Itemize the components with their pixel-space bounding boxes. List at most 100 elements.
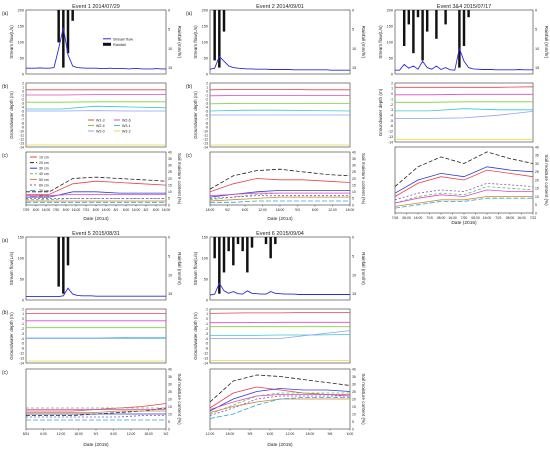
soil-tick-label: 0 [168,203,170,207]
x-tick-label: 18:00 [346,208,355,212]
gw-tick-label: 1 [22,312,24,316]
rain-bar [444,10,447,25]
x-tick-label: 6:00 [312,208,319,212]
x-tick-label: 8/31 [23,432,30,436]
soil-legend-label: 60 cm [39,183,49,187]
gw-line-W2-0 [395,111,534,119]
rain-bar [274,237,277,245]
stream-flow-line [209,282,350,296]
soil-tick-label: 40 [352,150,356,154]
rain-tick-label: 5 [352,254,354,258]
gw-line-W3-1 [209,109,351,112]
gw-line-W2-6 [395,93,533,96]
rain-axis-label: Rainfall (mm/hr) [177,26,182,59]
x-tick-label: 18:00 [226,432,235,436]
panel-frame [25,82,167,148]
rain-tick-label: 15 [352,66,356,70]
soil-legend-label: 30 cm [39,167,49,171]
gw-tick-label: 1 [391,87,393,91]
gw-tick-label: -14 [19,361,24,365]
soil-tick-label: 5 [168,197,170,201]
soil-tick-label: 25 [168,170,172,174]
gw-tick-label: -2 [21,97,24,101]
soil-axis-label: Soil moisture content (%) [361,373,366,425]
x-tick-label: 7/18 [392,216,399,220]
panel-label: (a) [2,238,8,244]
gw-tick-label: 0 [206,317,208,321]
soil-tick-label: 20 [168,177,172,181]
rain-tick-label: 0 [535,9,537,13]
gw-tick-label: -5 [205,109,208,113]
x-tick-label: 16:00 [517,216,526,220]
stream-axis-label: Stream flow(L/s) [9,251,14,285]
gw-tick-label: 2 [206,81,208,85]
soil-tick-label: 0 [352,427,354,431]
stream-axis-label: Stream flow(L/s) [193,25,198,59]
soil-axis-label: Soil moisture content (%) [177,153,182,205]
gw-tick-label: -12 [203,351,208,355]
soil-tick-label: 30 [535,162,539,166]
gw-tick-label: -13 [203,141,208,145]
x-tick-label: 6:00 [347,432,354,436]
x-tick-label: 8:00 [123,208,130,212]
gw-tick-label: 2 [22,307,24,311]
soil-tick-label: 30 [168,164,172,168]
x-axis-label: Date (2014) [267,216,293,222]
gw-tick-label: -2 [390,103,393,107]
rain-bar [435,10,438,39]
stream-flow-line [26,287,166,298]
gw-tick-label: -3 [21,332,24,336]
rain-bar [227,237,230,252]
soil-tick-label: 15 [168,405,172,409]
rain-bar [236,237,240,245]
stream-tick-label: 50 [20,278,24,282]
x-axis-label: Date (2015) [83,442,109,448]
soil-tick-label: 35 [168,157,172,161]
soil-line-80cm [394,189,533,204]
x-tick-label: 7/19 [426,216,433,220]
gw-tick-label: -5 [21,342,24,346]
soil-tick-label: 20 [352,397,356,401]
soil-legend-label: 40 cm [39,172,49,176]
gw-tick-label: -12 [19,351,24,355]
gw-tick-label: -3 [205,101,208,105]
x-tick-label: 7/21 [495,216,502,220]
x-tick-label: 8:00 [63,208,70,212]
x-tick-label: 12:00 [127,432,136,436]
rain-axis-label: Rainfall (mm/hr) [361,26,366,59]
gw-line-W3-1 [26,105,167,110]
soil-legend-label: 10 cm [39,155,49,159]
x-axis-label: Date (2015) [451,220,477,226]
soil-line-80cm [209,394,350,410]
rain-bar [425,10,429,32]
gw-tick-label: -7 [205,117,208,121]
rain-bar [407,10,411,25]
gw-tick-label: -5 [205,342,208,346]
rain-bar [213,237,216,259]
soil-legend-label: 20 cm [39,161,49,165]
soil-line-70cm [394,197,533,209]
rain-axis-label: Rainfall (mm/hr) [361,252,366,285]
soil-legend-label: 80 cm [39,195,49,199]
gw-line-W3-1 [26,337,166,339]
soil-line-20cm [394,151,534,187]
x-tick-label: 16:00 [414,216,423,220]
gw-line-W2-4 [395,101,533,103]
event-title: Event 1 2014/07/29 [72,4,120,10]
soil-tick-label: 5 [352,197,354,201]
x-tick-label: 9/6 [328,432,333,436]
stream-axis-label: Stream flow(L/s) [378,25,383,59]
x-axis-label: Date (2014) [83,216,109,222]
gw-tick-label: -2 [205,327,208,331]
gw-axis-label: Groundwater depth (m) [9,312,14,360]
panel-label: (b) [2,84,8,90]
rain-bar [402,10,406,46]
legend-label-rain: Rainfall [113,43,126,47]
x-tick-label: 7/29 [23,208,30,212]
gw-tick-label: 0 [22,317,24,321]
panel-label: (c) [2,370,8,376]
x-tick-label: 18:00 [276,208,285,212]
rain-bar [57,237,60,287]
soil-tick-label: 35 [535,154,539,158]
